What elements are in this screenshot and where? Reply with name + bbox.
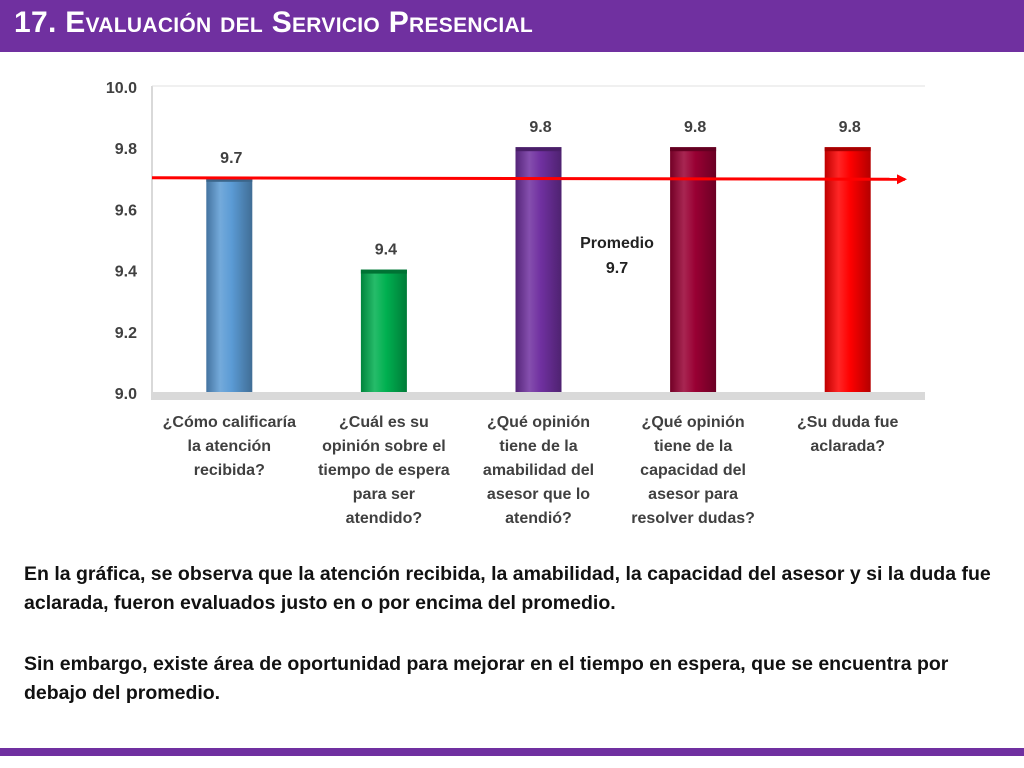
y-tick-label: 9.4 bbox=[115, 264, 137, 281]
bar-top-cap bbox=[360, 269, 407, 274]
analysis-paragraph-1: En la gráfica, se observa que la atenció… bbox=[24, 563, 991, 614]
bottom-bar bbox=[0, 748, 1024, 756]
chart-floor bbox=[152, 392, 925, 400]
bar-top-cap bbox=[515, 147, 562, 152]
bar-value-label: 9.7 bbox=[220, 150, 242, 167]
bar-top-cap bbox=[670, 147, 717, 152]
y-tick-label: 9.0 bbox=[115, 386, 137, 403]
average-value-label: 9.7 bbox=[606, 260, 628, 277]
y-tick-label: 9.2 bbox=[115, 325, 137, 342]
x-category-label: ¿Su duda fue aclarada? bbox=[797, 414, 898, 455]
bar bbox=[515, 147, 562, 392]
bar-value-label: 9.4 bbox=[375, 242, 397, 259]
x-category-label: ¿Qué opinión tiene de la capacidad del ases… bbox=[631, 414, 755, 527]
bar bbox=[824, 147, 871, 392]
x-category-label: ¿Cómo calificaría la atención recibida? bbox=[163, 414, 296, 479]
x-category-label: ¿Qué opinión tiene de la amabilidad del ase… bbox=[483, 414, 594, 527]
analysis-paragraph-2: Sin embargo, existe área de oportunidad … bbox=[24, 653, 949, 704]
average-label: Promedio bbox=[580, 235, 654, 252]
bar-top-cap bbox=[824, 147, 871, 152]
bar bbox=[360, 269, 407, 392]
bar bbox=[206, 177, 253, 392]
average-line bbox=[151, 174, 907, 185]
bar-chart: 9.0 9.2 9.4 9.6 9.8 10.0 9.7 9.4 9.8 9.8 9.8 ¿Cómo … bbox=[106, 80, 925, 527]
y-tick-label: 10.0 bbox=[106, 80, 137, 97]
slide-title: 17. Evaluación del Servicio Presencial bbox=[14, 6, 534, 39]
bar-top-cap bbox=[206, 177, 253, 182]
title-bar: 17. Evaluación del Servicio Presencial bbox=[0, 0, 1024, 52]
bar-value-label: 9.8 bbox=[529, 119, 551, 136]
bar bbox=[670, 147, 717, 392]
y-tick-label: 9.8 bbox=[115, 141, 137, 158]
y-tick-label: 9.6 bbox=[115, 202, 137, 219]
x-category-label: ¿Cuál es su opinión sobre el tiempo de esp… bbox=[318, 414, 450, 527]
bar-value-label: 9.8 bbox=[684, 119, 706, 136]
bar-value-label: 9.8 bbox=[839, 119, 861, 136]
